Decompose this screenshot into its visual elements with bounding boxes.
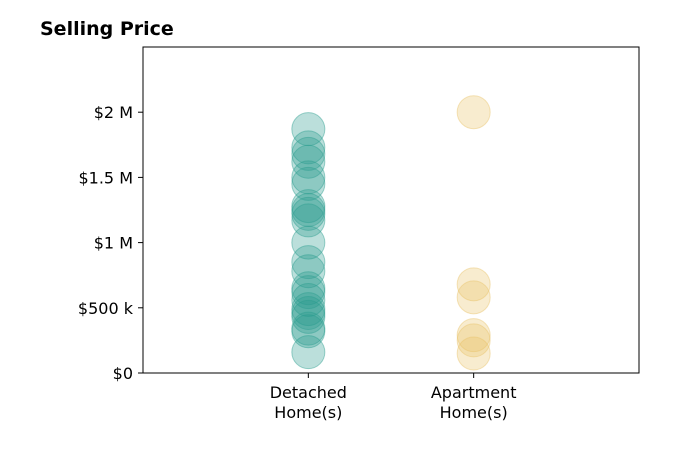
- data-point: [291, 245, 326, 280]
- data-point: [291, 112, 326, 147]
- data-point: [291, 203, 326, 238]
- data-point: [456, 318, 491, 353]
- data-point: [291, 314, 326, 349]
- x-axis: Detached Home(s) Apartment Home(s): [270, 373, 517, 422]
- data-point: [291, 130, 326, 165]
- plot-frame: [142, 46, 640, 374]
- data-point: [291, 160, 326, 195]
- data-point: [291, 275, 326, 310]
- y-tick-label: $2 M: [94, 103, 133, 122]
- data-point: [291, 144, 326, 179]
- x-tick-label: Apartment Home(s): [431, 383, 517, 422]
- y-tick-label: $1.5 M: [78, 168, 133, 187]
- data-point: [291, 296, 326, 331]
- data-point: [456, 95, 491, 130]
- data-point: [291, 299, 326, 334]
- data-point: [456, 336, 491, 371]
- data-point: [456, 323, 491, 358]
- data-point: [291, 193, 326, 227]
- data-point: [291, 311, 326, 346]
- x-tick-label: Detached Home(s): [270, 383, 347, 422]
- data-point: [291, 254, 326, 289]
- points-layer: [291, 95, 491, 371]
- y-tick-label: $0: [113, 364, 133, 383]
- data-point: [291, 335, 326, 370]
- data-point: [291, 282, 326, 317]
- data-point: [291, 166, 326, 201]
- chart-title: Selling Price: [40, 18, 174, 40]
- y-tick-label: $1 M: [94, 234, 133, 253]
- data-point: [456, 280, 491, 315]
- data-point: [291, 196, 326, 231]
- data-point: [291, 136, 326, 171]
- data-point: [291, 271, 326, 306]
- data-point: [456, 267, 491, 302]
- data-point: [291, 292, 326, 327]
- y-axis: $0 $500 k $1 M $1.5 M $2 M: [78, 103, 143, 383]
- data-point: [291, 189, 326, 224]
- data-point: [291, 225, 326, 260]
- y-tick-label: $500 k: [78, 299, 134, 318]
